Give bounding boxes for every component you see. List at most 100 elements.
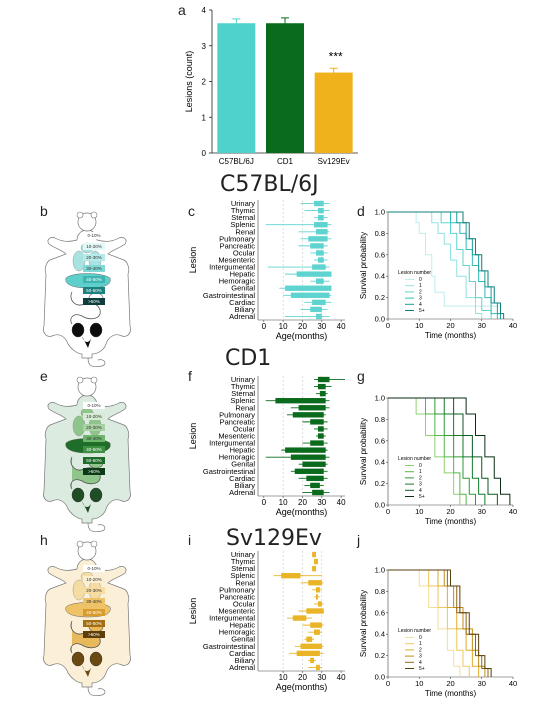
survival-line-5+ [388, 211, 505, 319]
genital-center [82, 336, 92, 348]
heat-legend-chip: 10-20% [83, 576, 105, 583]
panel-label-h: h [40, 532, 48, 548]
heat-legend-row: 30-40% [83, 596, 105, 607]
range-box-Urinary [314, 200, 324, 207]
genital-left [71, 651, 85, 667]
range-box-Cardiac [306, 475, 324, 482]
category-label: Cardiac [229, 649, 255, 658]
x-tick-label: 40 [337, 673, 346, 682]
y-tick-label: 0.4 [375, 272, 385, 281]
y-tick-label: 0.8 [375, 229, 385, 238]
category-label: Cardiac [229, 474, 255, 483]
heat-legend-row: >60% [83, 466, 105, 477]
heat-legend-chip: >60% [83, 631, 105, 638]
mouse-illustration-c57 [43, 211, 131, 368]
x-tick-label: CD1 [277, 157, 294, 166]
survival-line-0 [388, 569, 461, 677]
heat-legend-row: 10-20% [83, 241, 105, 252]
range-box-Genital [285, 285, 332, 291]
x-tick-label: 40 [509, 679, 517, 688]
heat-legend-chip: 50-60% [83, 457, 105, 464]
range-box-Urinary [312, 551, 316, 558]
heat-legend-chip: 0-10% [83, 232, 105, 239]
y-tick-label: 0 [202, 149, 207, 158]
range-box-Sternal [312, 565, 316, 572]
category-label: Biliary [235, 656, 256, 665]
x-tick-label: 10 [415, 507, 423, 516]
range-box-Pancreatic [310, 243, 324, 249]
genital-center [82, 665, 92, 677]
range-box-Hepatic [310, 622, 322, 628]
heat-legend-chip: 20-30% [83, 424, 105, 431]
x-tick-label: 10 [415, 679, 423, 688]
y-tick-label: 4 [202, 6, 207, 15]
heat-legend-row: 20-30% [83, 422, 105, 433]
range-box-Hemoragic [316, 278, 324, 284]
y-tick-label: 0.6 [375, 608, 385, 617]
range-box-Pulmonary [308, 236, 328, 242]
heat-legend-row: 10-20% [83, 411, 105, 422]
y-axis-label: Survival probability [359, 418, 368, 485]
mouse-ear [76, 540, 84, 548]
y-axis-label: Lesion [188, 247, 198, 274]
strain-title-c57: C57BL/6J [220, 172, 319, 197]
category-label: Hepatic [230, 446, 256, 455]
range-box-Ocular [317, 426, 324, 432]
range-box-Biliary [310, 657, 315, 664]
category-label: Genital [231, 460, 255, 469]
range-box-Hepatic [285, 447, 326, 453]
category-label: Gastrointestinal [203, 642, 255, 651]
category-label: Renal [235, 227, 255, 236]
category-label: Intergumental [209, 439, 255, 448]
legend-label: 2 [419, 475, 422, 481]
range-box-Renal [316, 229, 328, 235]
panel-label-g: g [357, 368, 365, 384]
significance-annotation: *** [329, 49, 343, 63]
heat-legend-chip: 30-40% [83, 265, 105, 272]
survival-line-1 [388, 211, 483, 319]
category-label: Thymic [231, 557, 255, 566]
y-tick-label: 0.8 [375, 415, 385, 424]
legend-title: Lesion number [398, 628, 431, 634]
range-box-Pancreatic [316, 594, 318, 600]
heat-legend-row: 0-10% [83, 230, 105, 241]
survival-line-1 [388, 397, 467, 505]
range-box-Thymic [317, 207, 324, 214]
survival-line-5+ [388, 569, 492, 677]
y-tick-label: 0.0 [375, 501, 385, 510]
category-label: Mesenteric [218, 607, 255, 616]
y-tick-label: 0.0 [375, 315, 385, 324]
x-tick-label: 30 [317, 498, 326, 507]
mouse-body [43, 229, 131, 359]
heat-legend-cd1: 0-10% 10-20% 20-30% 30-40% 40-50% 50-60% >60% [83, 400, 105, 477]
category-label: Pulmonary [219, 410, 255, 419]
range-box-Gastrointestinal [290, 292, 330, 298]
y-tick-label: 0.6 [375, 436, 385, 445]
category-label: Hemoragic [219, 628, 256, 637]
legend-label: 5+ [419, 308, 425, 314]
strain-title-cd1: CD1 [225, 346, 272, 371]
y-axis-label: Survival probability [359, 590, 368, 657]
survival-line-0 [388, 397, 461, 505]
y-axis-label: Lesion [188, 423, 198, 450]
range-box-Adrenal [316, 313, 322, 320]
range-box-Renal [308, 580, 322, 586]
legend-label: 5+ [419, 494, 425, 500]
y-tick-label: 3 [202, 42, 207, 51]
category-label: Urinary [231, 375, 255, 384]
range-box-Intergumental [310, 440, 324, 446]
y-tick-label: 0.4 [375, 458, 385, 467]
category-label: Urinary [231, 199, 255, 208]
category-label: Gastrointestinal [203, 291, 255, 300]
genital-right [89, 322, 103, 338]
legend-label: 3 [419, 482, 422, 488]
legend-label: 3 [419, 296, 422, 302]
range-box-Gastrointestinal [300, 643, 322, 649]
x-tick-label: 0 [386, 679, 390, 688]
legend-label: 5+ [419, 666, 425, 672]
heat-legend-row: 30-40% [83, 263, 105, 274]
legend-label: 4 [419, 488, 422, 494]
heat-legend-row: >60% [83, 629, 105, 640]
